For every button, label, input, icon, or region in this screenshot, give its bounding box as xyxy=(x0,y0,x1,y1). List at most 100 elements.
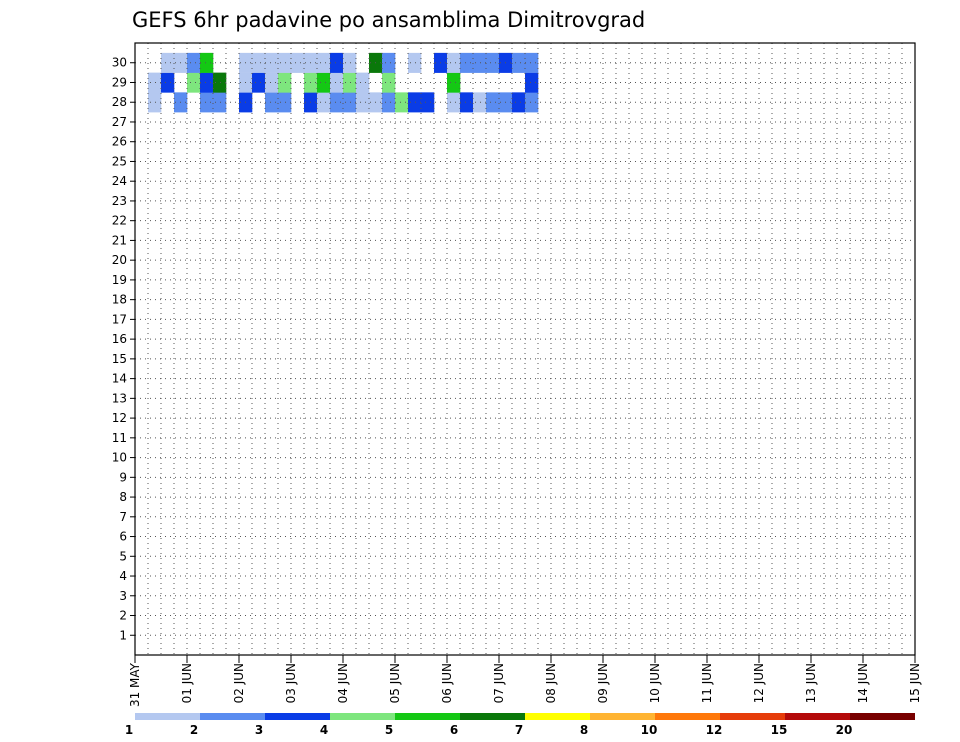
x-tick-label: 09 JUN xyxy=(596,663,610,703)
heatmap-cell xyxy=(512,92,526,113)
color-legend: 1 2 3 4 5 6 7 8 10 12 15 20 xyxy=(125,713,915,737)
heatmap-cell xyxy=(330,72,344,93)
x-tick-label: 31 MAY xyxy=(128,662,142,707)
heatmap-cell xyxy=(408,52,422,73)
y-tick-label: 27 xyxy=(112,115,127,129)
heatmap-cell xyxy=(408,92,422,113)
heatmap-cell xyxy=(148,92,162,113)
heatmap-cell xyxy=(252,72,266,93)
legend-swatch xyxy=(460,713,525,720)
heatmap-cell xyxy=(395,92,409,113)
x-tick-label: 03 JUN xyxy=(284,663,298,703)
legend-label: 7 xyxy=(515,723,523,737)
y-tick-label: 15 xyxy=(112,352,127,366)
x-tick-label: 02 JUN xyxy=(232,663,246,703)
y-tick-label: 25 xyxy=(112,154,127,168)
x-tick-label: 15 JUN xyxy=(908,663,922,703)
x-tick-label: 10 JUN xyxy=(648,663,662,703)
legend-swatch xyxy=(330,713,395,720)
heatmap-cell xyxy=(278,92,292,113)
y-tick-label: 19 xyxy=(112,273,127,287)
legend-label: 5 xyxy=(385,723,393,737)
heatmap-cell xyxy=(343,52,357,73)
heatmap-cell xyxy=(265,52,279,73)
heatmap-cell xyxy=(382,92,396,113)
heatmap-cell xyxy=(525,92,539,113)
heatmap-cell xyxy=(382,72,396,93)
y-tick-label: 16 xyxy=(112,332,127,346)
y-tick-label: 4 xyxy=(119,569,127,583)
heatmap-cell xyxy=(161,52,175,73)
x-axis: 31 MAY 01 JUN 02 JUN 03 JUN 04 JUN 05 JUN 06 J… xyxy=(128,655,922,707)
heatmap-cell xyxy=(200,92,214,113)
legend-swatch xyxy=(590,713,655,720)
x-tick-label: 07 JUN xyxy=(492,663,506,703)
heatmap-cell xyxy=(200,72,214,93)
x-tick-label: 06 JUN xyxy=(440,663,454,703)
y-tick-label: 10 xyxy=(112,451,127,465)
y-tick-label: 9 xyxy=(119,470,127,484)
legend-label: 12 xyxy=(706,723,723,737)
legend-swatch xyxy=(720,713,785,720)
heatmap-cell xyxy=(278,72,292,93)
heatmap-cell xyxy=(343,92,357,113)
heatmap-cell xyxy=(200,52,214,73)
y-tick-label: 29 xyxy=(112,75,127,89)
legend-label: 4 xyxy=(320,723,328,737)
x-tick-label: 01 JUN xyxy=(180,663,194,703)
heatmap-cell xyxy=(213,92,227,113)
x-tick-label: 05 JUN xyxy=(388,663,402,703)
legend-label: 2 xyxy=(190,723,198,737)
y-tick-label: 21 xyxy=(112,233,127,247)
heatmap-cell xyxy=(187,72,201,93)
legend-swatch xyxy=(655,713,720,720)
legend-label: 1 xyxy=(125,723,133,737)
y-tick-label: 24 xyxy=(112,174,127,188)
heatmap-cell xyxy=(343,72,357,93)
x-tick-label: 04 JUN xyxy=(336,663,350,703)
y-tick-label: 7 xyxy=(119,510,127,524)
y-tick-label: 17 xyxy=(112,312,127,326)
y-tick-label: 20 xyxy=(112,253,127,267)
heatmap-cell xyxy=(278,52,292,73)
legend-label: 8 xyxy=(580,723,588,737)
y-tick-label: 23 xyxy=(112,194,127,208)
x-tick-label: 11 JUN xyxy=(700,663,714,703)
heatmap-cell xyxy=(525,72,539,93)
chart-title: GEFS 6hr padavine po ansamblima Dimitrov… xyxy=(132,8,645,32)
y-tick-label: 11 xyxy=(112,431,127,445)
heatmap-cell xyxy=(252,52,266,73)
plot-frame xyxy=(134,42,916,656)
heatmap-cell xyxy=(356,92,370,113)
heatmap-cell xyxy=(473,52,487,73)
y-tick-label: 12 xyxy=(112,411,127,425)
heatmap-cell xyxy=(317,52,331,73)
x-tick-label: 08 JUN xyxy=(544,663,558,703)
heatmap-cell xyxy=(421,92,435,113)
legend-label: 20 xyxy=(836,723,853,737)
legend-swatch xyxy=(265,713,330,720)
heatmap-cell xyxy=(486,92,500,113)
heatmap-cell xyxy=(187,52,201,73)
legend-swatch xyxy=(395,713,460,720)
legend-swatch xyxy=(525,713,590,720)
heatmap-cell xyxy=(317,72,331,93)
heatmap-cell xyxy=(291,52,305,73)
heatmap-cell xyxy=(512,52,526,73)
legend-swatch xyxy=(850,713,915,720)
y-tick-label: 22 xyxy=(112,214,127,228)
legend-swatch xyxy=(135,713,200,720)
heatmap-cell xyxy=(148,72,162,93)
dotted-grid xyxy=(135,43,915,655)
y-tick-label: 28 xyxy=(112,95,127,109)
y-tick-label: 5 xyxy=(119,549,127,563)
y-tick-label: 13 xyxy=(112,391,127,405)
heatmap-cell xyxy=(447,92,461,113)
heatmap-cell xyxy=(473,92,487,113)
y-tick-label: 30 xyxy=(112,56,127,70)
heatmap-cell xyxy=(330,52,344,73)
heatmap-cell xyxy=(265,92,279,113)
legend-swatch xyxy=(785,713,850,720)
x-tick-label: 13 JUN xyxy=(804,663,818,703)
